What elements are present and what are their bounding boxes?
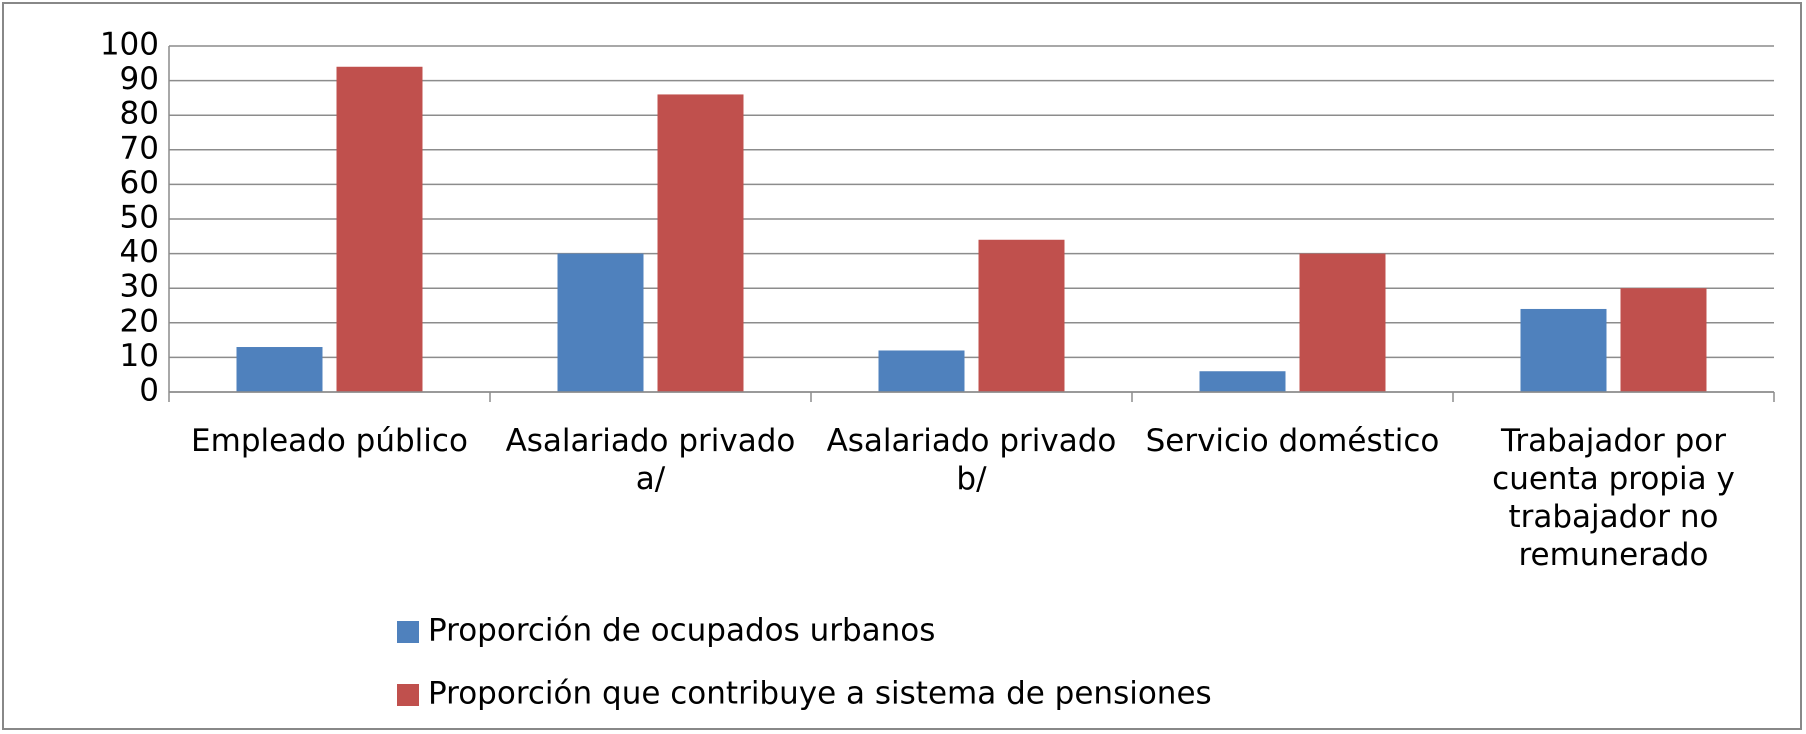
bar <box>557 253 644 392</box>
y-tick-label: 40 <box>120 234 159 270</box>
bar <box>978 239 1065 392</box>
bar <box>1299 253 1386 392</box>
bar <box>1620 288 1707 392</box>
x-tick-label: Servicio doméstico <box>1145 423 1440 459</box>
y-tick-label: 20 <box>120 303 159 339</box>
bar <box>336 66 423 392</box>
y-tick-label: 80 <box>120 96 159 132</box>
y-tick-label: 10 <box>120 338 159 374</box>
y-tick-label: 30 <box>120 269 159 305</box>
x-tick-label: Empleado público <box>191 423 468 459</box>
x-tick-label: Asalariado privado a/ <box>505 423 796 497</box>
bar <box>1520 308 1607 392</box>
x-tick-label: Asalariado privado b/ <box>826 423 1117 497</box>
bar <box>1199 371 1286 392</box>
y-tick-label: 90 <box>120 61 159 97</box>
legend-label: Proporción de ocupados urbanos <box>428 613 935 649</box>
x-tick-label: Trabajador por cuenta propia y trabajado… <box>1492 423 1735 573</box>
y-tick-label: 70 <box>120 130 159 166</box>
y-tick-label: 50 <box>120 200 159 236</box>
legend-label: Proporción que contribuye a sistema de p… <box>428 676 1212 712</box>
bar <box>657 94 744 392</box>
legend-swatch <box>397 621 419 643</box>
y-tick-label: 100 <box>100 27 159 63</box>
bar <box>878 350 965 392</box>
y-tick-label: 60 <box>120 165 159 201</box>
legend-swatch <box>397 684 419 706</box>
y-tick-label: 0 <box>139 373 159 409</box>
bar <box>236 347 323 392</box>
